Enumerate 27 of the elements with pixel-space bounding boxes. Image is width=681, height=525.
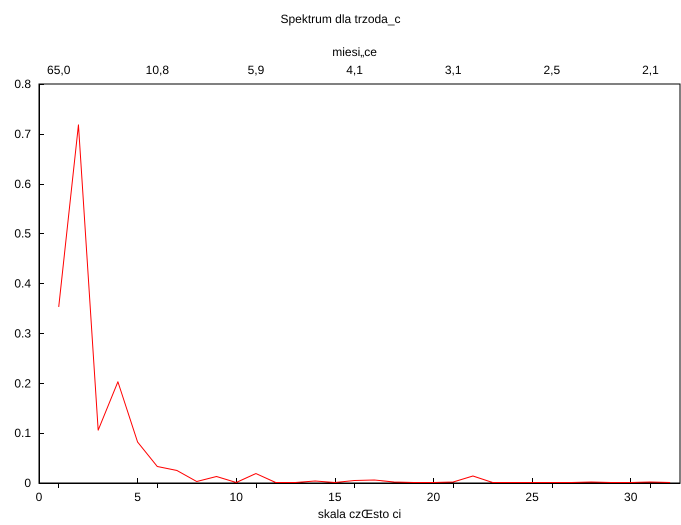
y-tick-label: 0.6 bbox=[14, 176, 32, 191]
x-axis-title: skala czŒsto ci bbox=[318, 506, 402, 521]
x-tick-label: 25 bbox=[525, 490, 540, 504]
chart-title: Spektrum dla trzoda_c bbox=[280, 12, 401, 26]
text: 10,8 bbox=[146, 63, 170, 77]
text: 2,5 bbox=[543, 63, 560, 77]
text: 4,1 bbox=[346, 63, 364, 77]
y-tick-label: 0.3 bbox=[14, 326, 32, 340]
y-tick-label: 0.5 bbox=[14, 226, 32, 241]
x-tick-label: 10 bbox=[230, 490, 244, 504]
y-tick-label: 0.8 bbox=[14, 77, 32, 91]
y-tick-label: 0 bbox=[24, 476, 32, 490]
text: 5,9 bbox=[248, 63, 265, 77]
line-series bbox=[58, 124, 671, 483]
text: 3,1 bbox=[444, 63, 462, 77]
y-tick-label: 0.4 bbox=[14, 276, 32, 290]
y-tick-label: 0.1 bbox=[14, 426, 32, 440]
x-tick-label: 30 bbox=[624, 490, 638, 504]
text: 65,0 bbox=[47, 63, 71, 77]
x-tick-label: 20 bbox=[426, 490, 440, 504]
x-tick-label: 15 bbox=[328, 490, 342, 504]
x-tick-label: 0 bbox=[36, 490, 43, 504]
y-tick-label: 0.7 bbox=[14, 126, 32, 141]
x2-axis-title: miesi„ce bbox=[332, 45, 378, 59]
text: 2,1 bbox=[642, 63, 660, 77]
x-tick-label: 5 bbox=[134, 490, 142, 504]
y-tick-label: 0.2 bbox=[14, 376, 32, 390]
